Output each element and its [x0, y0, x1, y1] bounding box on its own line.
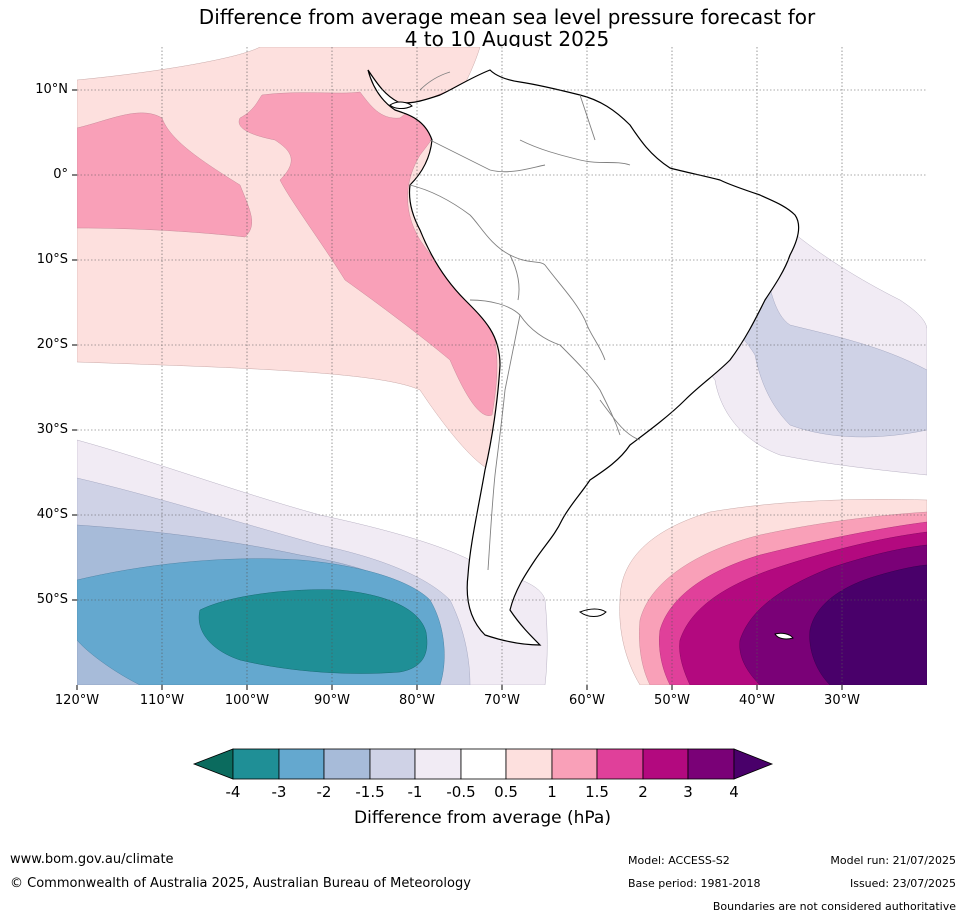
lon-label-110w: 110°W	[139, 693, 185, 708]
lon-label-50w: 50°W	[654, 693, 690, 708]
colorbar-swatch-m15-m1	[369, 748, 416, 780]
colorbar-tick-p2: 2	[638, 783, 648, 801]
colorbar-tick-m2: -2	[316, 783, 332, 801]
lat-label-0: 0°	[53, 167, 68, 182]
lon-label-60w: 60°W	[569, 693, 605, 708]
lon-label-90w: 90°W	[314, 693, 350, 708]
lat-label-10n: 10°N	[35, 82, 68, 97]
colorbar-swatch-m05-05	[460, 748, 507, 780]
colorbar-tick-m4: -4	[225, 783, 241, 801]
colorbar-swatch-m3-m2	[278, 748, 325, 780]
colorbar-tick-m05: -0.5	[446, 783, 476, 801]
colorbar-swatch-gt-4	[733, 748, 774, 780]
country-boundaries	[409, 71, 641, 571]
colorbar-tick-m3: -3	[271, 783, 287, 801]
colorbar-swatch-p15-2	[596, 748, 644, 780]
colorbar-tick-p4: 4	[729, 783, 739, 801]
colorbar-tick-p05: 0.5	[494, 783, 518, 801]
footer-url: www.bom.gov.au/climate	[10, 852, 174, 867]
lon-label-30w: 30°W	[824, 693, 860, 708]
islands	[389, 101, 794, 640]
anomaly-area-neg-3-pacific	[198, 589, 428, 674]
lon-label-70w: 70°W	[484, 693, 520, 708]
lon-label-40w: 40°W	[739, 693, 775, 708]
lat-label-50s: 50°S	[36, 592, 68, 607]
map-title-line1: Difference from average mean sea level p…	[198, 5, 816, 29]
lon-label-120w: 120°W	[54, 693, 100, 708]
map-title-line2: 4 to 10 August 2025	[404, 27, 610, 51]
colorbar-swatch-p3-4	[687, 748, 735, 780]
south-america-landmass	[367, 69, 800, 646]
colorbar-swatch-p1-15	[551, 748, 598, 780]
colorbar-tick-p3: 3	[683, 783, 693, 801]
footer-model: Model: ACCESS-S2	[628, 854, 730, 867]
anomaly-area-pos-4-atlantic	[809, 564, 927, 685]
colorbar-tick-p15: 1.5	[585, 783, 609, 801]
colorbar-swatch-lt-4	[192, 748, 234, 780]
footer-copyright: © Commonwealth of Australia 2025, Austra…	[10, 876, 471, 891]
lat-label-10s: 10°S	[36, 252, 68, 267]
lon-label-100w: 100°W	[224, 693, 270, 708]
footer-issued: Issued: 23/07/2025	[849, 877, 956, 890]
pressure-anomaly-map	[72, 47, 927, 690]
colorbar-tick-m1: -1	[407, 783, 423, 801]
lat-label-40s: 40°S	[36, 507, 68, 522]
footer-model-run: Model run: 21/07/2025	[830, 854, 956, 867]
colorbar-swatch-m4-m3	[232, 748, 280, 780]
footer-disclaimer: Boundaries are not considered authoritat…	[712, 900, 956, 913]
colorbar-swatch-p05-1	[505, 748, 553, 780]
anomaly-area-pos-1	[77, 112, 253, 238]
colorbar-swatch-p2-3	[642, 748, 689, 780]
colorbar-tick-m15: -1.5	[355, 783, 385, 801]
lon-label-80w: 80°W	[399, 693, 435, 708]
lat-label-30s: 30°S	[36, 422, 68, 437]
colorbar-swatch-m1-m05	[414, 748, 462, 780]
graticule	[77, 47, 927, 685]
colorbar	[192, 748, 774, 780]
colorbar-tick-p1: 1	[547, 783, 557, 801]
colorbar-swatch-m2-m15	[323, 748, 371, 780]
footer-base-period: Base period: 1981-2018	[628, 877, 761, 890]
colorbar-title: Difference from average (hPa)	[354, 808, 611, 828]
lat-label-20s: 20°S	[36, 337, 68, 352]
